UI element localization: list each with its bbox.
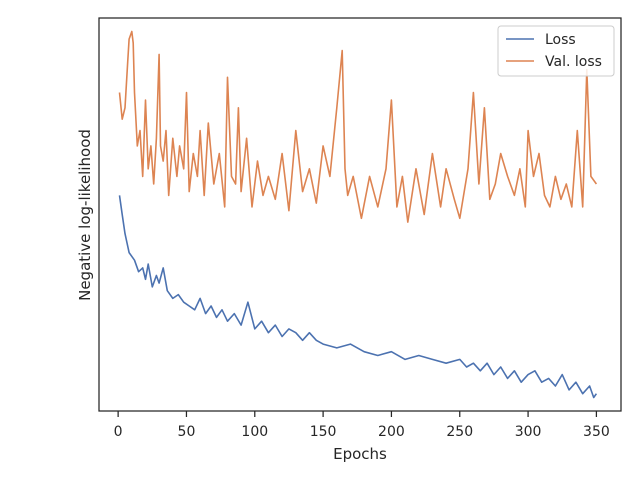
x-tick-label: 250 [446,424,473,440]
x-tick-label: 0 [114,424,123,440]
x-tick-label: 200 [378,424,405,440]
y-axis-label: Negative log-likelihood [76,129,94,301]
plot-frame [98,17,622,412]
legend-label-1: Val. loss [545,54,602,70]
x-ticks-group: 0 50 100 150 200 250 300 350 [114,411,610,440]
x-tick-label: 100 [241,424,268,440]
axes-group [98,17,622,412]
x-tick-label: 150 [310,424,337,440]
legend: Loss Val. loss [497,25,615,77]
series-line-0 [118,195,598,399]
x-axis-label: Epochs [333,445,387,463]
series-group [118,30,598,399]
x-tick-label: 50 [178,424,196,440]
legend-label-0: Loss [545,32,576,48]
series-line-1 [118,30,598,223]
x-tick-label: 300 [515,424,542,440]
x-tick-label: 350 [583,424,610,440]
